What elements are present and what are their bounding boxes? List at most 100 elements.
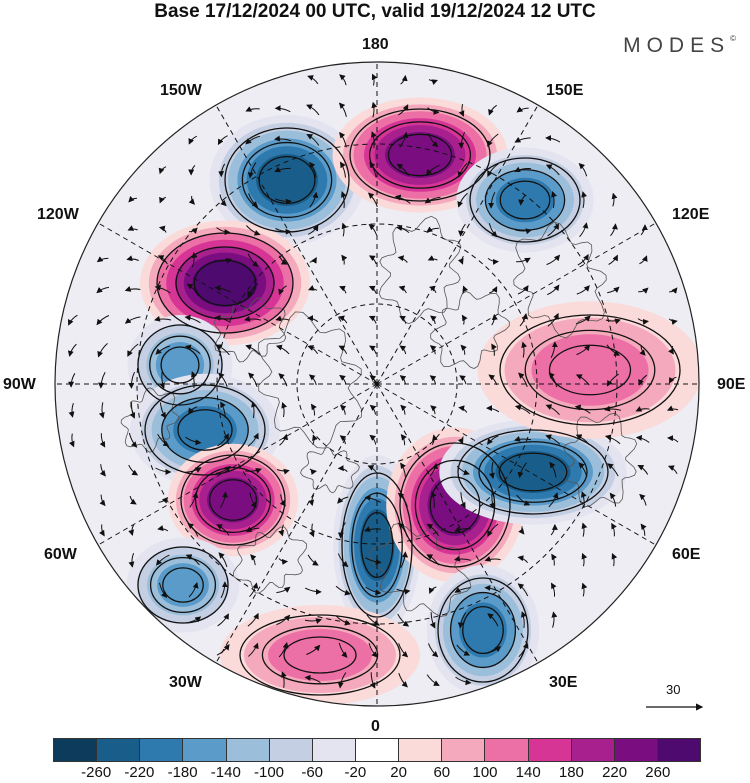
wind-arrow <box>369 161 377 178</box>
wind-arrow <box>215 465 231 474</box>
wind-arrow <box>98 372 106 389</box>
wind-arrow <box>185 467 202 473</box>
lon-label-60e: 60E <box>672 546 701 563</box>
colorbar-tick-label: -180 <box>167 764 198 781</box>
wind-arrow <box>639 493 647 506</box>
wind-arrow <box>460 344 467 355</box>
wind-arrow <box>487 523 499 537</box>
wind-arrow <box>246 225 261 236</box>
wind-arrow <box>461 314 468 325</box>
wind-arrow <box>218 372 228 387</box>
wind-arrow <box>666 405 679 411</box>
colorbar-tick-label: 60 <box>433 764 451 781</box>
contour-line <box>137 324 223 406</box>
wind-arrow <box>488 374 498 386</box>
wind-arrow <box>426 554 440 566</box>
wind-arrow <box>129 495 137 505</box>
wind-arrow <box>611 552 618 567</box>
coastline <box>300 446 360 494</box>
wind-arrow <box>427 643 439 658</box>
wind-arrow <box>399 315 407 324</box>
wind-arrow <box>68 433 75 448</box>
wind-arrow <box>545 434 561 445</box>
wind-arrow <box>668 345 674 355</box>
colorbar-segment <box>657 739 701 761</box>
wind-arrow <box>487 258 499 265</box>
wind-arrow <box>604 434 621 445</box>
wind-arrow <box>578 462 588 478</box>
contour-line <box>387 133 453 177</box>
wind-arrow <box>337 672 347 689</box>
wind-arrow <box>514 166 531 173</box>
wind-arrow <box>669 287 678 294</box>
contour-line <box>469 157 581 243</box>
colorbar-tick-label: 140 <box>515 764 541 781</box>
wind-arrow <box>335 585 351 596</box>
wind-arrow <box>341 254 348 265</box>
wind-arrow <box>308 494 315 507</box>
colorbar-segment <box>183 739 227 761</box>
wind-arrow <box>188 165 196 176</box>
brand-mark: © <box>730 34 736 43</box>
wind-arrow <box>220 491 229 508</box>
anomaly-band <box>495 177 555 223</box>
wind-arrow <box>460 492 466 509</box>
wind-arrow <box>367 192 378 207</box>
colorbar-segment <box>571 739 615 761</box>
wind-arrow <box>307 75 319 85</box>
wind-arrow <box>251 401 257 419</box>
colorbar-tick-label: 100 <box>472 764 498 781</box>
wind-arrow <box>429 345 437 355</box>
wind-arrow <box>274 198 292 205</box>
wind-arrow <box>155 345 171 355</box>
colorbar-tick-label: 180 <box>558 764 584 781</box>
wind-arrow <box>339 74 347 86</box>
wind-arrow <box>308 285 318 291</box>
wind-arrow <box>397 522 408 537</box>
wind-arrow <box>281 402 288 418</box>
colorbar-segment <box>485 739 529 761</box>
wind-arrow <box>576 344 591 356</box>
wind-arrow <box>517 285 529 295</box>
wind-arrow <box>575 434 590 446</box>
wind-arrow <box>188 227 198 234</box>
wind-arrow <box>218 163 226 178</box>
wind-arrow <box>458 131 466 149</box>
wind-arrow <box>548 372 558 388</box>
wind-arrow <box>517 555 528 564</box>
wind-arrow <box>400 404 407 415</box>
wind-arrow <box>307 224 319 235</box>
wind-arrow <box>454 526 471 533</box>
wind-arrow <box>369 345 377 355</box>
wind-arrow <box>489 491 495 509</box>
wind-arrow <box>158 496 169 504</box>
wind-arrow <box>338 345 348 355</box>
graticule <box>55 62 699 706</box>
wind-arrow <box>98 402 105 419</box>
contour-line <box>149 335 211 395</box>
wind-arrow <box>516 494 531 506</box>
contour-line <box>368 121 472 189</box>
wind-arrow <box>249 582 259 598</box>
wind-arrow <box>158 225 167 233</box>
wind-arrow <box>517 583 529 597</box>
wind-arrow <box>488 104 497 116</box>
wind-arrow <box>516 106 529 113</box>
map-title: Base 17/12/2024 00 UTC, valid 19/12/2024… <box>154 1 596 22</box>
wind-arrow <box>128 524 135 536</box>
wind-arrow <box>457 612 467 629</box>
wind-arrow <box>398 673 408 688</box>
wind-arrow <box>274 105 291 113</box>
latitude-circle <box>136 143 618 625</box>
wind-arrow <box>278 558 289 565</box>
wind-arrow <box>185 436 202 446</box>
contour-line <box>137 546 229 624</box>
wind-arrow <box>607 463 619 477</box>
wind-arrow <box>458 103 465 117</box>
wind-arrow <box>128 195 138 203</box>
wind-arrow <box>245 106 260 112</box>
anomaly-band <box>495 451 571 493</box>
contour-line <box>449 591 517 669</box>
wind-arrow <box>248 193 259 208</box>
wind-arrow <box>491 343 497 356</box>
